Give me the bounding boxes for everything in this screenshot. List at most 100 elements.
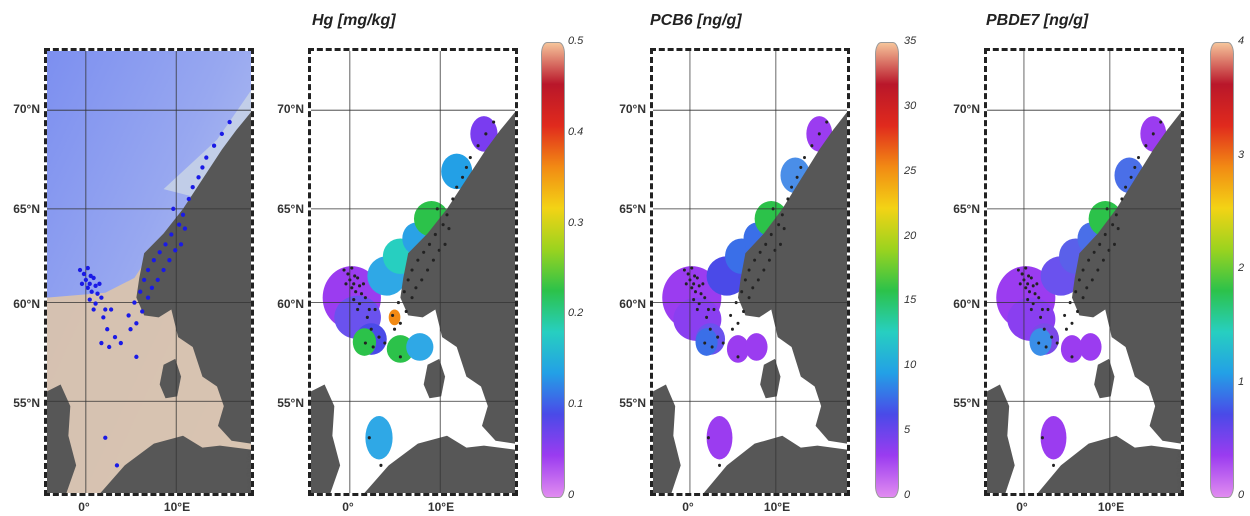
colorbar-tick: 2 [1238, 262, 1245, 274]
land-area [423, 358, 446, 399]
sampling-station [145, 295, 151, 300]
sampling-station [1026, 282, 1030, 286]
pcb6-map: Ocean Data View [650, 48, 850, 496]
sampling-station [204, 155, 209, 160]
pcb6-map-svg [653, 51, 847, 493]
sampling-station [736, 321, 740, 325]
land-area [1094, 358, 1115, 399]
sampling-station [118, 340, 123, 346]
sampling-station [1151, 132, 1155, 136]
sampling-station [1024, 266, 1028, 270]
sampling-station [167, 257, 172, 263]
lat-label-60: 60°N [953, 297, 980, 311]
sampling-station [743, 278, 747, 282]
hg-map: Ocean Data View [308, 48, 518, 496]
sampling-station [712, 307, 716, 312]
sampling-station [686, 272, 690, 276]
lon-label-0: 0° [78, 500, 90, 514]
sampling-station [1039, 315, 1043, 319]
sampling-station [93, 301, 98, 306]
sampling-station [708, 327, 712, 331]
sampling-station [1063, 313, 1067, 317]
sampling-station [108, 307, 114, 312]
sampling-station [690, 266, 694, 270]
sampling-station [777, 223, 781, 227]
sampling-station [742, 309, 746, 314]
sampling-station [705, 315, 709, 319]
sampling-station [169, 232, 174, 237]
sampling-station [693, 274, 697, 278]
concentration-blob [1079, 333, 1102, 361]
sampling-station [703, 296, 707, 300]
colorbar-tick: 10 [904, 359, 917, 371]
colorbar-tick: 1 [1238, 376, 1245, 388]
lat-label-55: 55°N [953, 396, 980, 410]
credit-text: Ocean Data View [247, 449, 253, 496]
sampling-station [99, 340, 104, 346]
credit-text: Ocean Data View [1177, 449, 1183, 496]
lat-label-65: 65°N [13, 202, 40, 216]
sampling-station [138, 289, 143, 294]
sampling-station [398, 321, 402, 325]
sampling-station [779, 242, 782, 246]
lon-label-0: 0° [1016, 500, 1028, 514]
colorbar-tick: 0.2 [568, 307, 584, 319]
sampling-station [758, 250, 762, 254]
concentration-blob [1040, 416, 1067, 460]
colorbar-tick: 5 [904, 424, 911, 436]
land-area [400, 112, 515, 444]
sampling-station [1124, 185, 1128, 189]
land-area [364, 435, 515, 493]
sampling-station [416, 258, 420, 262]
sampling-station [95, 291, 100, 296]
sampling-station [87, 297, 92, 302]
land-area [653, 384, 681, 493]
sampling-station [77, 267, 83, 273]
sampling-station [163, 242, 168, 247]
sampling-station [756, 278, 760, 282]
colorbar-tick: 0.4 [568, 126, 584, 138]
sampling-station [128, 327, 133, 332]
sampling-station [1144, 144, 1148, 148]
colorbar-tick: 4 [1238, 35, 1245, 47]
sampling-station [716, 335, 720, 339]
sampling-station [114, 463, 120, 468]
sampling-station [468, 155, 472, 160]
concentration-blob [441, 153, 473, 190]
sampling-station [180, 212, 186, 217]
sampling-station [103, 307, 108, 312]
sampling-station [145, 267, 151, 273]
sampling-station [383, 341, 387, 345]
colorbar-tick: 0.5 [568, 35, 584, 47]
sampling-station [350, 266, 354, 270]
sampling-station [99, 295, 104, 300]
sampling-station [1052, 463, 1055, 467]
bathymetry-svg [47, 51, 251, 493]
sampling-station [91, 275, 96, 281]
sampling-station [140, 309, 145, 314]
sampling-station [414, 286, 418, 290]
sampling-station [134, 321, 139, 326]
sampling-station [157, 250, 162, 255]
sampling-station [369, 327, 373, 331]
lon-label-10e: 10°E [427, 500, 455, 514]
sampling-station [1035, 282, 1039, 286]
sampling-station [751, 286, 755, 290]
lat-label-60: 60°N [619, 297, 646, 311]
sampling-station [1081, 296, 1085, 300]
sampling-station [1090, 278, 1094, 282]
credit-text: Ocean Data View [843, 449, 849, 496]
sampling-station [753, 258, 757, 262]
sampling-station [1120, 197, 1124, 201]
sampling-station [782, 227, 786, 231]
sampling-station [1074, 290, 1078, 294]
colorbar-pcb6 [875, 42, 899, 498]
sampling-station [161, 267, 166, 273]
lat-label-55: 55°N [13, 396, 40, 410]
sampling-station [441, 223, 445, 227]
sampling-station [353, 274, 357, 278]
sampling-station [1046, 307, 1050, 312]
concentration-blob [1029, 328, 1052, 356]
sampling-station [1077, 278, 1081, 282]
sampling-station [176, 222, 182, 227]
